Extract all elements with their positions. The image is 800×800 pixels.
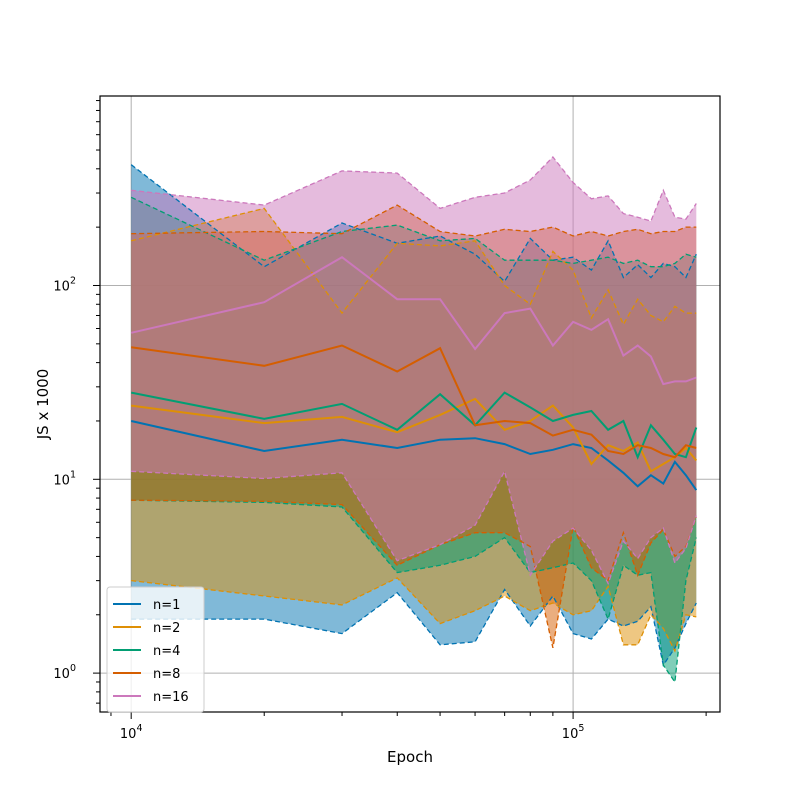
y-tick-exp-0: 0 <box>70 663 76 674</box>
lower-bound-line-n=16 <box>131 469 697 586</box>
legend: n=1 n=2 n=4 n=8 n=16 <box>106 586 205 713</box>
lower-bound-line-n=2 <box>131 577 697 653</box>
legend-label-n=8: n=8 <box>153 667 180 682</box>
mean-line-n=16 <box>130 256 697 386</box>
y-tick-base-1: 10 <box>53 473 70 488</box>
confidence-bands <box>131 157 697 683</box>
x-axis-label: Epoch <box>387 748 433 766</box>
band-n=16 <box>131 157 697 584</box>
lower-bound-line-n=4 <box>131 499 697 684</box>
y-tick-base-0: 10 <box>53 667 70 682</box>
y-tick-base-2: 10 <box>53 279 70 294</box>
x-tick-label-1: 105 <box>562 723 585 742</box>
x-tick-exp-1: 5 <box>578 723 584 734</box>
legend-label-n=4: n=4 <box>153 644 180 659</box>
mean-line-n=1 <box>130 420 698 491</box>
x-tick-base-1: 10 <box>562 727 579 742</box>
upper-bound-line-n=8 <box>131 204 697 237</box>
series-lines <box>130 156 698 684</box>
y-tick-label-0: 100 <box>53 663 76 682</box>
lower-bound-line-n=8 <box>131 499 697 649</box>
legend-label-n=16: n=16 <box>153 690 189 705</box>
x-tick-exp-0: 4 <box>136 723 142 734</box>
y-tick-exp-1: 1 <box>70 469 76 480</box>
x-tick-base-0: 10 <box>120 727 137 742</box>
mean-line-n=4 <box>131 391 698 460</box>
axes-frame <box>99 95 721 713</box>
upper-bound-line-n=16 <box>131 156 697 222</box>
y-tick-label-1: 101 <box>53 469 76 488</box>
y-tick-label-2: 102 <box>53 275 76 294</box>
upper-bound-line-n=2 <box>131 207 697 326</box>
legend-box <box>106 586 205 713</box>
legend-label-n=1: n=1 <box>153 598 180 613</box>
x-tick-label-0: 104 <box>120 723 143 742</box>
y-axis-label: JS x 1000 <box>34 369 52 441</box>
mean-line-n=2 <box>131 397 698 473</box>
mean-line-n=8 <box>131 344 697 459</box>
legend-label-n=2: n=2 <box>153 621 180 636</box>
y-tick-exp-2: 2 <box>70 275 76 286</box>
